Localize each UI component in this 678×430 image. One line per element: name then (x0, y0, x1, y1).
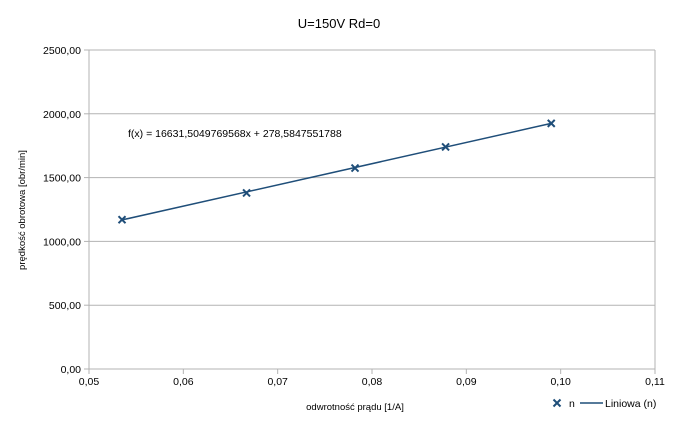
data-point (547, 119, 556, 128)
y-tick-label: 2000,00 (43, 109, 81, 121)
grid-lines (89, 49, 655, 370)
tick-labels: 0,00 500,00 1000,00 1500,00 2000,00 2500,00 0,… (43, 45, 665, 388)
y-tick-label: 0,00 (61, 364, 82, 376)
legend-marker-n (552, 398, 562, 408)
data-point (350, 163, 360, 173)
data-point (117, 215, 127, 224)
data-points (117, 119, 556, 224)
chart-title: U=150V Rd=0 (298, 16, 380, 31)
trendline-equation: f(x) = 16631,5049769568x + 278,584755178… (128, 128, 342, 140)
x-tick-label: 0,10 (550, 376, 571, 388)
trendline (121, 122, 552, 221)
legend-x-icon (552, 398, 562, 408)
x-tick-label: 0,08 (362, 376, 383, 388)
legend-label-trend: Liniowa (n) (605, 398, 656, 410)
axes (84, 49, 656, 374)
data-point (441, 142, 450, 152)
x-tick-label: 0,09 (456, 376, 477, 388)
y-tick-label: 2500,00 (43, 45, 81, 57)
y-tick-label: 1500,00 (43, 173, 81, 185)
x-tick-label: 0,07 (267, 376, 288, 388)
x-axis-title: odwrotność prądu [1/A] (306, 402, 404, 413)
legend-label-n: n (569, 398, 575, 410)
y-tick-label: 500,00 (49, 300, 81, 312)
x-tick-label: 0,05 (79, 376, 100, 388)
y-axis-title: prędkość obrotowa [obr/min] (17, 150, 28, 270)
data-point (242, 188, 251, 198)
x-tick-label: 0,11 (645, 376, 665, 388)
y-tick-label: 1000,00 (43, 236, 81, 248)
legend: n Liniowa (n) (552, 398, 656, 410)
x-tick-label: 0,06 (173, 376, 194, 388)
trendline-layer (121, 122, 552, 221)
